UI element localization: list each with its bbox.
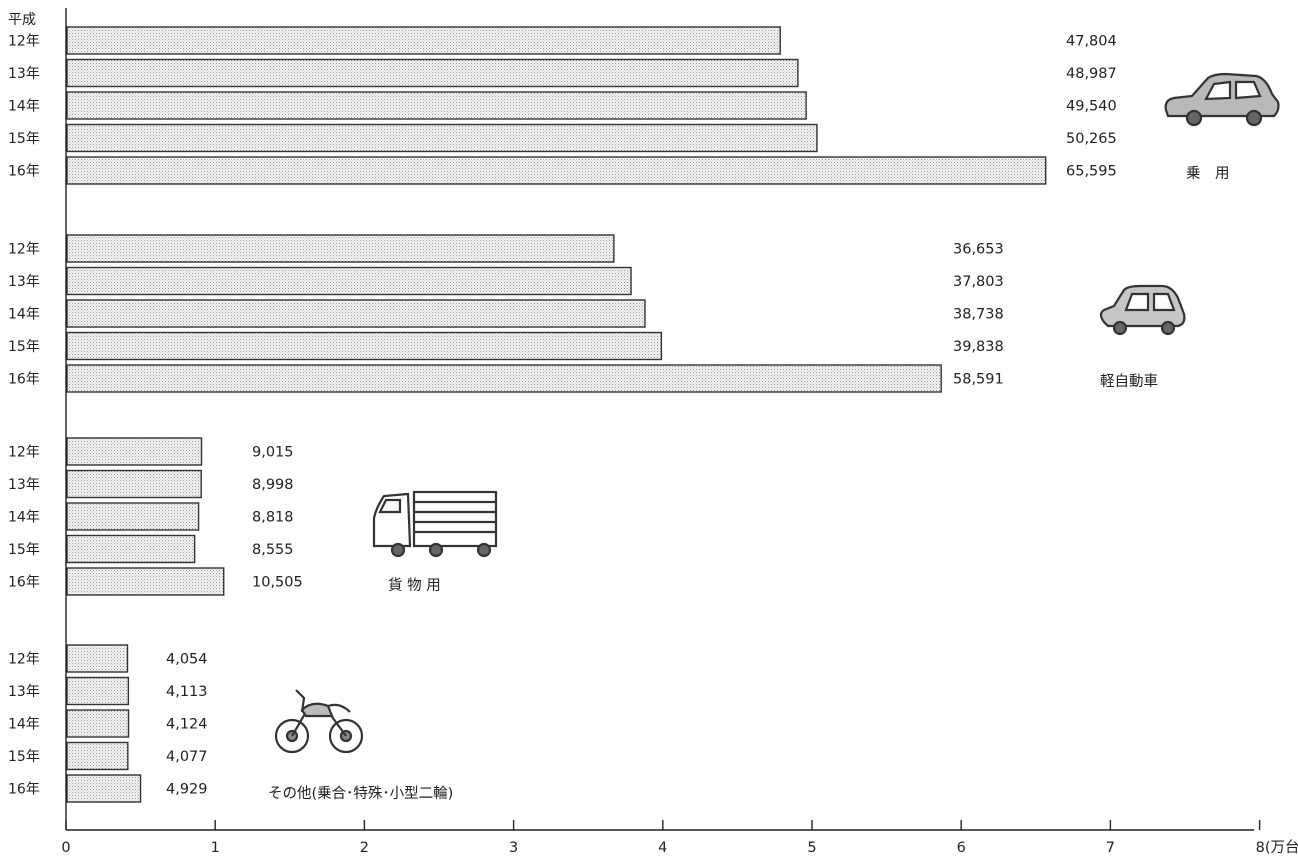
x-tick-label: 3: [509, 840, 518, 856]
motorcycle-icon: [274, 689, 364, 754]
bar-2-4: [66, 567, 225, 596]
bar-3-1: [66, 676, 130, 706]
category-label: 12年: [8, 652, 40, 668]
category-label: 14年: [8, 510, 40, 526]
x-tick-label: 5: [807, 840, 816, 856]
value-label: 39,838: [953, 339, 1004, 355]
category-labels: 12年 13年 14年 15年 16年 12年 13年 14年 15年 16年 12年 13年 14年 1…: [8, 34, 40, 798]
bar-1-0: [66, 234, 615, 263]
category-label: 15年: [8, 131, 40, 147]
category-label: 14年: [8, 717, 40, 733]
x-tick-label: 0: [61, 840, 70, 856]
value-label: 50,265: [1066, 131, 1117, 147]
x-tick-label: 8(万台): [1256, 839, 1298, 856]
category-label: 13年: [8, 684, 40, 700]
value-label: 49,540: [1066, 99, 1117, 115]
truck-icon: [372, 490, 498, 558]
bar-3-2: [66, 709, 130, 738]
x-tick-label: 7: [1106, 840, 1115, 856]
value-label: 8,998: [252, 477, 294, 493]
value-label: 4,113: [166, 684, 208, 700]
bar-0-2: [66, 91, 807, 120]
value-label: 47,804: [1066, 34, 1117, 50]
bar-3-4: [66, 774, 142, 803]
bar-0-4: [66, 156, 1047, 185]
value-label: 8,818: [252, 510, 294, 526]
category-label: 13年: [8, 477, 40, 493]
category-label: 13年: [8, 274, 40, 290]
value-label: 4,054: [166, 652, 208, 668]
category-label: 16年: [8, 164, 40, 180]
category-label: 16年: [8, 575, 40, 591]
category-label: 15年: [8, 749, 40, 765]
value-label: 9,015: [252, 445, 294, 461]
category-label: 15年: [8, 339, 40, 355]
value-label: 65,595: [1066, 164, 1117, 180]
category-label: 16年: [8, 782, 40, 798]
category-label: 14年: [8, 99, 40, 115]
x-tick-label: 1: [211, 840, 220, 856]
bar-0-1: [66, 58, 799, 88]
x-axis-ticks: 0 1 2 3 4 5 6 7 8(万台): [61, 820, 1298, 856]
value-label: 38,738: [953, 307, 1004, 323]
value-label: 36,653: [953, 242, 1004, 258]
bar-3-3: [66, 741, 129, 771]
x-tick-label: 6: [957, 840, 966, 856]
bars-layer: [66, 26, 1047, 803]
value-label: 37,803: [953, 274, 1004, 290]
bar-1-3: [66, 331, 663, 361]
bar-3-0: [66, 644, 129, 673]
value-label: 4,929: [166, 782, 208, 798]
category-label: 14年: [8, 307, 40, 323]
bar-2-2: [66, 502, 200, 531]
bar-0-3: [66, 123, 818, 153]
value-labels: 47,804 48,987 49,540 50,265 65,595 36,653 37,8…: [166, 34, 1117, 798]
group-label: その他(乗合･特殊･小型二輪): [268, 785, 453, 802]
value-label: 4,124: [166, 717, 208, 733]
category-label: 13年: [8, 66, 40, 82]
value-label: 48,987: [1066, 66, 1117, 82]
value-label: 58,591: [953, 372, 1004, 388]
value-label: 10,505: [252, 575, 303, 591]
value-label: 8,555: [252, 542, 294, 558]
bar-1-4: [66, 364, 942, 393]
bar-1-2: [66, 299, 646, 328]
bar-2-3: [66, 534, 196, 564]
category-label: 12年: [8, 445, 40, 461]
x-tick-label: 2: [360, 840, 369, 856]
category-label: 12年: [8, 242, 40, 258]
bar-2-0: [66, 437, 203, 466]
group-label: 軽自動車: [1100, 373, 1158, 390]
value-label: 4,077: [166, 749, 208, 765]
car-icon: [1164, 72, 1280, 127]
bar-1-1: [66, 266, 632, 296]
category-label: 15年: [8, 542, 40, 558]
era-label: 平成: [8, 12, 36, 28]
x-tick-label: 4: [658, 840, 667, 856]
compact-car-icon: [1099, 284, 1186, 336]
group-label: 貨 物 用: [388, 577, 441, 594]
bar-0-0: [66, 26, 781, 55]
group-label: 乗 用: [1186, 165, 1230, 182]
category-label: 12年: [8, 34, 40, 50]
category-label: 16年: [8, 372, 40, 388]
bar-2-1: [66, 469, 202, 499]
